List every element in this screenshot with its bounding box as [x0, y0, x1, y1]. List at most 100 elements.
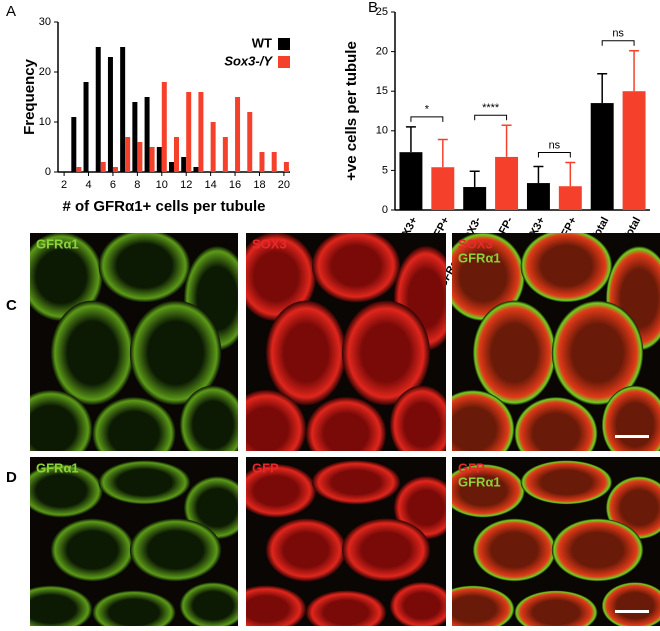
error-bar [469, 170, 480, 188]
tubule [129, 300, 222, 406]
tubule [98, 460, 191, 505]
bar [144, 97, 150, 172]
x-tick-label: 14 [205, 179, 217, 191]
tubule [246, 390, 306, 451]
tubule [390, 582, 446, 626]
bar [125, 137, 131, 172]
tubule [246, 233, 316, 322]
tubule [179, 582, 238, 626]
tubules [246, 460, 446, 626]
error-bar [597, 73, 608, 104]
x-tick-label: 4 [85, 179, 91, 191]
channel-label: GFRα1 [458, 474, 501, 489]
bar [169, 162, 174, 172]
bar [120, 47, 126, 172]
tubule [514, 590, 598, 626]
legend-swatch [278, 56, 290, 68]
y-axis-label: +ve cells per tubule [343, 41, 360, 181]
bar [95, 47, 101, 172]
tubule [390, 385, 446, 451]
micrograph [30, 233, 238, 451]
bar [161, 82, 167, 172]
micrograph [246, 457, 446, 626]
tubules [246, 233, 446, 451]
bar [174, 137, 179, 172]
bar [235, 97, 241, 172]
tubule [472, 300, 556, 406]
bar [431, 167, 455, 210]
x-tick-label: 12 [180, 179, 192, 191]
legend-label: WT [252, 35, 272, 50]
x-tick-label: 10 [156, 179, 168, 191]
tubule [312, 233, 400, 303]
x-axis-label: # of GFRα1+ cells per tubule [62, 198, 265, 215]
tubule [514, 396, 598, 451]
bar [149, 147, 155, 172]
bar [186, 92, 192, 172]
error-bar [533, 165, 544, 184]
significance-bracket [601, 40, 635, 46]
panel-letter: D [6, 469, 17, 486]
tubule [98, 233, 191, 303]
x-tick-label: 20 [278, 179, 290, 191]
channel-label: GFRα1 [36, 236, 79, 251]
significance-label: ns [612, 28, 624, 40]
tubule [129, 518, 222, 582]
tubule [266, 300, 346, 406]
y-tick-label: 15 [376, 85, 388, 97]
bar [271, 152, 277, 172]
bar [181, 157, 187, 172]
y-tick-label: 20 [376, 46, 388, 58]
bar [83, 82, 89, 172]
tubule [246, 585, 306, 626]
significance-bracket [410, 116, 444, 122]
tubule [452, 464, 525, 518]
tubule [452, 390, 515, 451]
tubule [50, 518, 134, 582]
tubule [452, 585, 515, 626]
bar [100, 162, 106, 172]
micrograph [246, 233, 446, 451]
error-bar [501, 124, 512, 157]
bar [137, 142, 143, 172]
bar [283, 162, 289, 172]
tubule [452, 233, 525, 322]
tubule [179, 385, 238, 451]
y-tick-label: 10 [376, 125, 388, 137]
x-tick-label: 6 [110, 179, 116, 191]
y-tick-label: 0 [45, 166, 51, 178]
tubule [472, 518, 556, 582]
tubule [312, 460, 400, 505]
bar [259, 152, 265, 172]
tubules [30, 460, 238, 626]
bar [76, 167, 82, 172]
scale-bar [615, 435, 649, 438]
micrograph [452, 457, 660, 626]
x-tick-label: 18 [253, 179, 265, 191]
bar [463, 187, 487, 210]
tubule [266, 518, 346, 582]
tubule [551, 518, 644, 582]
bar [132, 102, 138, 172]
legend-swatch [278, 38, 290, 50]
tubule [306, 590, 386, 626]
legend-label: Sox3-/Y [224, 53, 273, 68]
tubule [92, 590, 176, 626]
bar [526, 183, 550, 210]
bar [156, 147, 162, 172]
significance-label: **** [482, 102, 500, 114]
y-tick-label: 5 [382, 164, 388, 176]
scale-bar [615, 610, 649, 613]
tubule [306, 396, 386, 451]
tubule [30, 585, 93, 626]
tubules [30, 233, 238, 451]
y-tick-label: 0 [382, 204, 388, 216]
tubule [30, 233, 103, 322]
significance-bracket [474, 114, 508, 121]
tubule [342, 518, 430, 582]
channel-label: GFP [252, 460, 279, 475]
tubule [30, 390, 93, 451]
tubule [520, 233, 613, 303]
tubule [30, 464, 103, 518]
